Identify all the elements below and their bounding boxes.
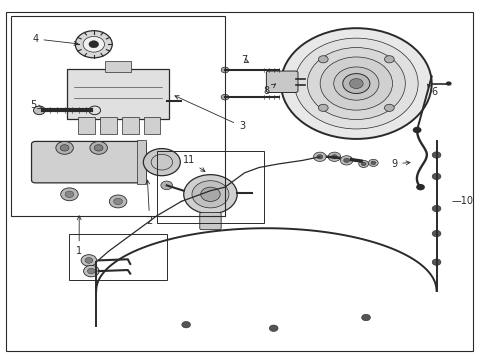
- Text: 6: 6: [427, 84, 436, 98]
- Circle shape: [83, 36, 104, 52]
- Circle shape: [269, 325, 278, 332]
- Circle shape: [114, 198, 122, 204]
- Circle shape: [349, 78, 363, 89]
- Text: 7: 7: [241, 55, 248, 65]
- Text: 11: 11: [182, 156, 204, 171]
- Circle shape: [370, 161, 375, 165]
- Circle shape: [368, 159, 377, 166]
- Circle shape: [415, 184, 424, 190]
- Circle shape: [431, 152, 440, 158]
- Circle shape: [445, 81, 451, 86]
- Circle shape: [83, 265, 99, 277]
- Circle shape: [361, 162, 366, 166]
- FancyBboxPatch shape: [105, 62, 131, 72]
- FancyBboxPatch shape: [200, 212, 221, 230]
- Circle shape: [143, 149, 180, 176]
- Circle shape: [342, 73, 369, 94]
- Circle shape: [281, 28, 431, 139]
- Text: 5: 5: [30, 100, 42, 110]
- Circle shape: [183, 175, 237, 214]
- Circle shape: [221, 67, 228, 73]
- FancyBboxPatch shape: [122, 117, 138, 134]
- Circle shape: [431, 205, 440, 212]
- Circle shape: [384, 56, 393, 63]
- Circle shape: [318, 56, 327, 63]
- Circle shape: [75, 31, 112, 58]
- Text: 2: 2: [145, 180, 152, 226]
- Circle shape: [358, 160, 368, 167]
- FancyBboxPatch shape: [78, 117, 95, 134]
- Circle shape: [318, 104, 327, 111]
- Circle shape: [56, 141, 73, 154]
- Circle shape: [361, 314, 370, 321]
- Circle shape: [412, 127, 421, 133]
- Circle shape: [201, 187, 220, 202]
- Text: 8: 8: [263, 84, 275, 96]
- Circle shape: [61, 188, 78, 201]
- Circle shape: [431, 259, 440, 265]
- Text: 9: 9: [390, 159, 409, 169]
- Circle shape: [89, 41, 99, 48]
- Circle shape: [192, 181, 228, 208]
- Circle shape: [294, 38, 417, 129]
- Circle shape: [313, 152, 325, 161]
- Circle shape: [316, 155, 322, 159]
- Circle shape: [161, 181, 172, 190]
- Circle shape: [109, 195, 126, 208]
- FancyBboxPatch shape: [67, 69, 169, 119]
- Circle shape: [85, 257, 93, 263]
- Circle shape: [340, 156, 352, 165]
- Circle shape: [333, 67, 378, 100]
- FancyBboxPatch shape: [31, 141, 146, 183]
- Text: —10: —10: [450, 197, 472, 206]
- Circle shape: [81, 255, 97, 266]
- Circle shape: [384, 104, 393, 111]
- Circle shape: [94, 145, 103, 151]
- Circle shape: [33, 106, 45, 114]
- Circle shape: [331, 155, 337, 159]
- Circle shape: [90, 141, 107, 154]
- Circle shape: [307, 48, 405, 120]
- Circle shape: [60, 145, 69, 151]
- FancyBboxPatch shape: [100, 117, 116, 134]
- Text: 4: 4: [32, 34, 78, 45]
- Circle shape: [343, 158, 349, 162]
- Text: 1: 1: [76, 216, 82, 256]
- Circle shape: [327, 152, 340, 161]
- FancyBboxPatch shape: [266, 71, 297, 93]
- Text: 3: 3: [175, 96, 244, 131]
- Circle shape: [431, 173, 440, 180]
- Circle shape: [65, 191, 74, 198]
- Circle shape: [87, 268, 95, 274]
- Circle shape: [221, 94, 228, 100]
- Circle shape: [182, 321, 190, 328]
- Circle shape: [431, 230, 440, 237]
- FancyBboxPatch shape: [136, 140, 145, 184]
- Circle shape: [320, 57, 392, 110]
- FancyBboxPatch shape: [143, 117, 160, 134]
